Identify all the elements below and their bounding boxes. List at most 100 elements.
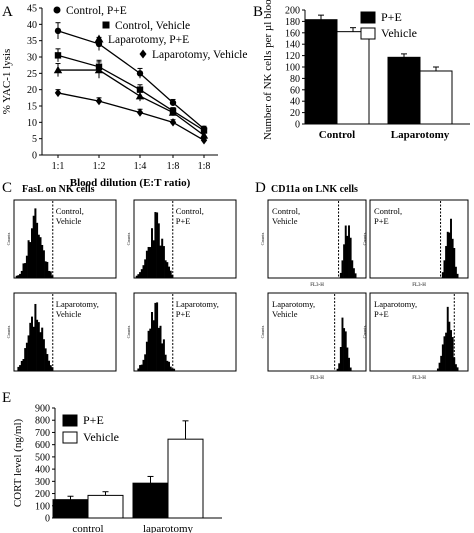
legend-label: P+E	[381, 10, 402, 24]
histogram-bin	[32, 215, 35, 278]
histogram-bin	[25, 255, 28, 278]
histogram-bin	[169, 366, 172, 371]
histogram-bin	[351, 260, 354, 278]
histogram-bin	[27, 240, 30, 278]
y-tick-label: 900	[35, 404, 50, 415]
data-point	[136, 108, 144, 117]
histogram-bin	[441, 344, 444, 371]
y-tick-label: 60	[290, 85, 300, 96]
x-tick-label: 1:2	[93, 161, 106, 172]
histogram-bin	[27, 335, 30, 371]
bar	[87, 494, 124, 519]
histogram-label-line1: Control,	[374, 206, 402, 216]
histogram-bin	[156, 212, 159, 278]
histogram-bin	[348, 225, 350, 278]
data-point	[53, 65, 63, 74]
panel-label-e: E	[2, 390, 11, 406]
histogram-frame	[13, 292, 117, 372]
y-tick-label: 120	[285, 51, 300, 62]
legend-marker	[139, 49, 147, 59]
histogram-bin	[36, 222, 39, 278]
histogram-bin	[49, 365, 52, 371]
legend-label: Vehicle	[381, 26, 417, 40]
histogram-bin	[443, 336, 446, 371]
data-point	[95, 96, 103, 106]
y-tick-label: 0	[295, 120, 300, 131]
y-tick-label: 0	[32, 151, 37, 162]
histogram-bin	[436, 368, 439, 371]
histogram-bin	[24, 263, 27, 278]
y-tick-label: 30	[27, 53, 37, 64]
histogram-bin	[140, 364, 143, 371]
data-point	[54, 88, 62, 98]
y-tick-label: 20	[27, 85, 37, 96]
histogram-bin	[140, 269, 143, 278]
histogram-x-label: FL3-H	[310, 376, 324, 381]
histogram-bin	[168, 361, 170, 371]
y-tick-label: 10	[27, 118, 37, 129]
histogram-bin	[159, 245, 162, 278]
histogram-frame	[369, 199, 469, 279]
histogram-bin	[42, 250, 45, 278]
histogram-bin	[173, 368, 176, 371]
histogram-bin	[145, 250, 148, 278]
histogram-bin	[46, 354, 49, 371]
histogram-label-line2: Vehicle	[272, 309, 298, 319]
histogram-label-line2: P+E	[374, 216, 389, 226]
histogram-bin	[446, 231, 449, 278]
histogram-label-line2: Vehicle	[56, 216, 82, 226]
histogram-bin	[39, 332, 42, 371]
data-point	[54, 27, 62, 35]
histogram-bin	[349, 367, 352, 371]
histogram-bin	[49, 271, 52, 278]
histogram-bin	[29, 242, 32, 278]
histogram-bin	[168, 266, 170, 278]
legend-label: Control, Vehicle	[115, 20, 190, 32]
histogram-bin	[349, 237, 352, 278]
histogram-bin	[29, 322, 32, 371]
histogram-bin	[164, 354, 167, 371]
histogram-bin	[336, 368, 339, 371]
histogram-bin	[450, 218, 452, 278]
histogram-bin	[17, 366, 20, 371]
histogram-bin	[157, 327, 160, 371]
y-tick-label: 100	[285, 63, 300, 74]
histogram-bin	[448, 321, 451, 371]
histogram-bin	[34, 208, 37, 278]
category-label: laparotomy	[143, 523, 194, 533]
y-axis-title: Number of NK cells per µl blood	[262, 0, 274, 140]
histogram-bin	[48, 270, 50, 278]
data-point	[94, 65, 104, 74]
histogram-bin	[137, 274, 140, 278]
histogram-bin	[456, 273, 459, 278]
histogram-y-label: Counts	[126, 325, 131, 338]
bar	[167, 438, 204, 519]
histogram-bin	[154, 302, 157, 371]
y-tick-label: 800	[35, 416, 50, 427]
legend-swatch	[360, 27, 376, 40]
histogram-bin	[31, 228, 33, 278]
histogram-bin	[346, 347, 349, 371]
histogram-y-label: Counts	[126, 232, 131, 245]
histogram-bin	[152, 240, 155, 278]
histogram-bin	[446, 306, 449, 371]
panel-label-d: D	[255, 180, 266, 196]
data-point	[200, 127, 208, 134]
data-point	[136, 70, 144, 77]
histogram-bin	[344, 331, 347, 371]
panel-a-line-chart: 0 5 10 15 20 25 30 35 40 45 1:1 1:2 1:4 1:8 1:8 % YAC-1…	[1, 4, 247, 190]
data-point	[168, 108, 178, 116]
y-tick-label: 80	[290, 74, 300, 85]
histogram-label-line1: Laparotomy,	[176, 299, 219, 309]
histogram-bin	[440, 355, 443, 371]
panel-d-histograms: CD11a on LNK cellsControl,VehicleCountsF…	[260, 184, 469, 381]
histogram-bin	[42, 339, 45, 371]
histogram-label-line2: P+E	[176, 309, 191, 319]
data-point	[54, 52, 62, 59]
bar	[387, 56, 421, 125]
histogram-bin	[20, 270, 23, 278]
histogram-bin	[344, 225, 347, 278]
histogram-bin	[36, 319, 39, 371]
